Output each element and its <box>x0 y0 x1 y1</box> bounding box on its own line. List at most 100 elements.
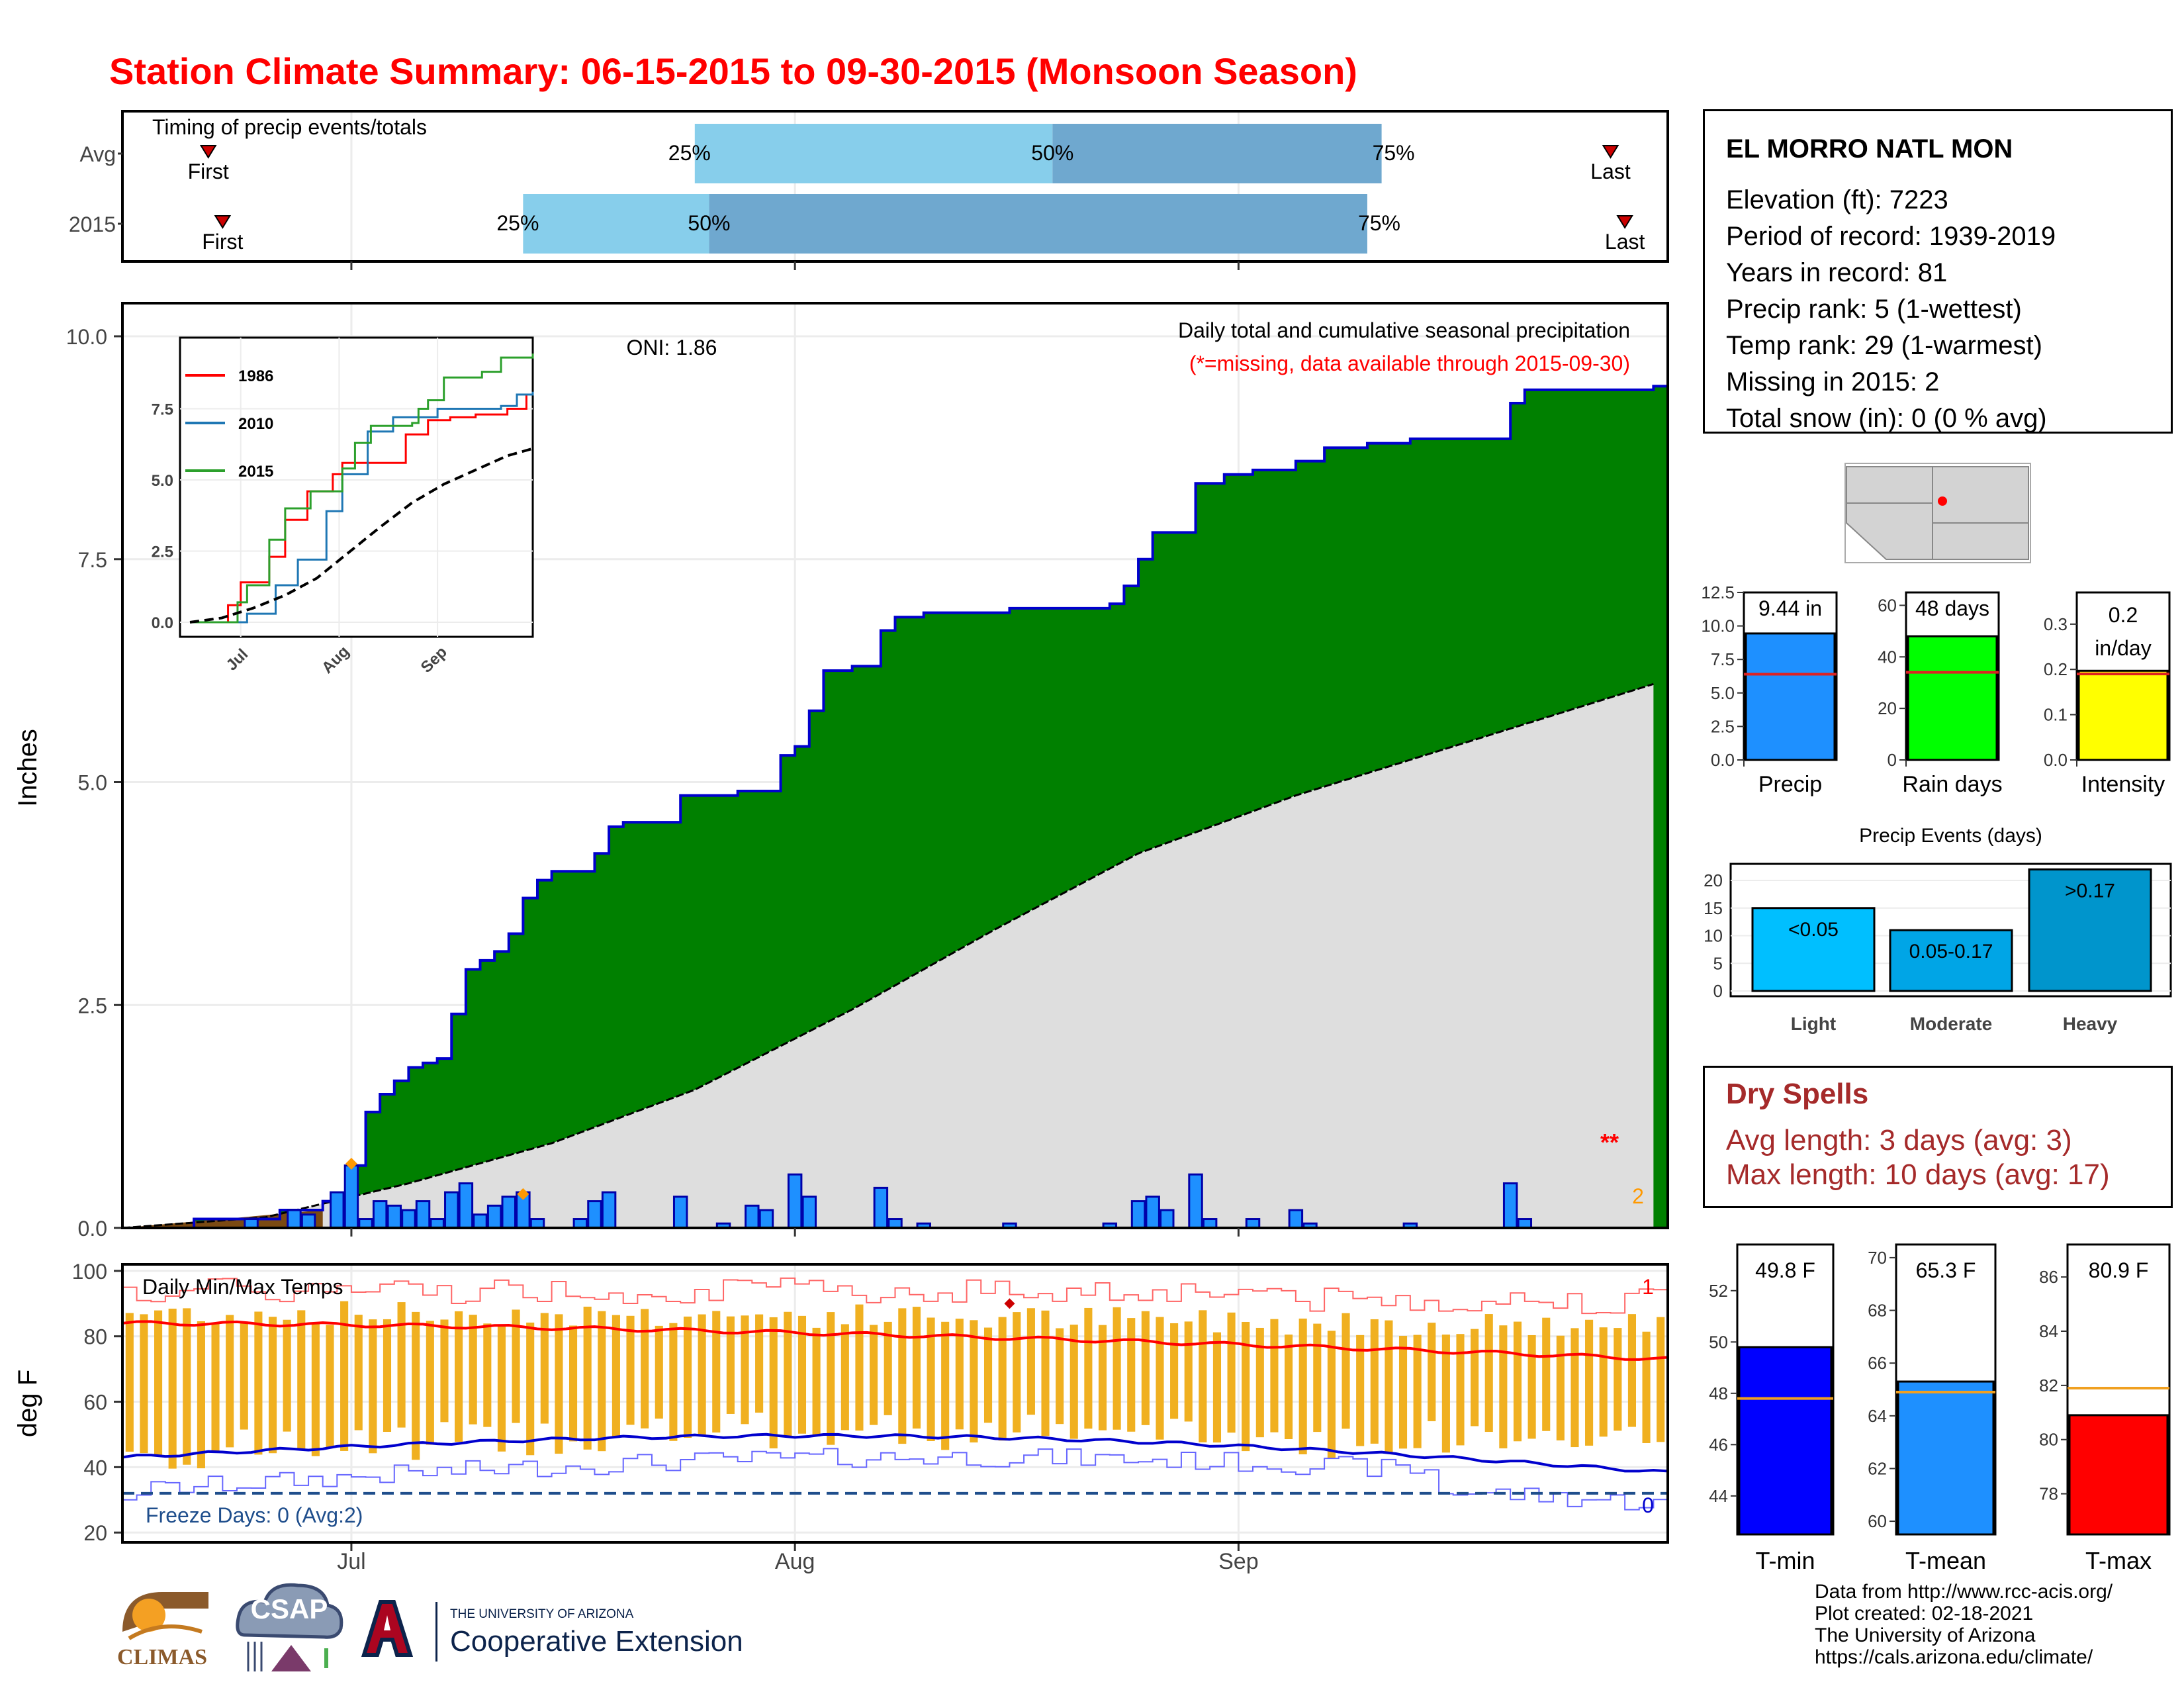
temp-range-bar <box>354 1315 363 1430</box>
temp-y-tick-label: 60 <box>83 1391 107 1415</box>
temp-summary-y-tick-label: 78 <box>2039 1484 2058 1504</box>
temp-range-bar <box>483 1323 492 1427</box>
temp-range-bar <box>1542 1317 1551 1431</box>
temp-summary-label: T-min <box>1756 1547 1815 1574</box>
summary-bar-value: 0.2 <box>2109 603 2138 627</box>
temp-frame <box>121 1263 1669 1544</box>
station-precip-rank: Precip rank: 5 (1-wettest) <box>1726 295 2022 324</box>
cumulative-avg-line <box>122 682 1654 1229</box>
temp-y-tick-label: 100 <box>72 1260 107 1284</box>
cumulative-avg-area <box>122 684 1654 1228</box>
summary-bar-label: Intensity <box>2081 772 2165 797</box>
temp-range-bar <box>1527 1335 1536 1439</box>
summary-bar-value: 48 days <box>1915 596 1989 620</box>
ua-big-text: Cooperative Extension <box>450 1625 743 1658</box>
temp-bars-panel: 44 46 48 50 52 49.8 F T-min 60 62 64 66 68 70 65.3 F T… <box>1709 1243 2171 1574</box>
timing-last-marker <box>1616 215 1633 229</box>
temp-range-bar <box>1013 1312 1021 1432</box>
oni-label: ONI: 1.86 <box>627 336 717 359</box>
temp-range-bar <box>1398 1335 1408 1449</box>
summary-bar-value: 9.44 in <box>1758 596 1822 620</box>
temp-range-bar <box>426 1321 434 1445</box>
temp-title: Daily Min/Max Temps <box>142 1275 343 1299</box>
summary-y-tick-label: 7.5 <box>1711 649 1735 669</box>
events-category-label: Light <box>1791 1013 1836 1034</box>
events-title: Precip Events (days) <box>1859 825 2042 847</box>
temp-range-bar <box>526 1322 535 1456</box>
record-low-line <box>122 1448 1668 1511</box>
timing-p25-label: 25% <box>496 211 539 235</box>
station-elevation: Elevation (ft): 7223 <box>1726 185 1948 214</box>
summary-bars-panel: 0.0 2.5 5.0 7.5 10.0 12.5 Precip 9.44 in 0 20 40 60… <box>1701 583 2171 797</box>
daily-precip-bar <box>358 1218 373 1229</box>
summary-y-tick-label: 0.0 <box>2044 750 2068 770</box>
temp-range-bar <box>970 1320 978 1443</box>
daily-precip-bar <box>1517 1218 1533 1229</box>
temp-range-bar <box>1441 1335 1450 1453</box>
ua-logo <box>361 1599 414 1662</box>
timing-row-label: Avg <box>79 142 116 166</box>
temp-range-bar <box>998 1317 1007 1441</box>
temp-range-bar <box>311 1322 320 1456</box>
temp-range-bar <box>555 1314 563 1454</box>
dry-spells-title: Dry Spells <box>1726 1078 1869 1110</box>
precip-subtitle: Daily total and cumulative seasonal prec… <box>1178 318 1630 342</box>
summary-y-tick-label: 0.3 <box>2044 614 2068 634</box>
station-location-marker <box>1938 496 1947 506</box>
temp-range-bar <box>855 1304 864 1431</box>
daily-precip-bar <box>501 1196 516 1229</box>
temp-range-bar <box>1556 1335 1565 1440</box>
timing-first-marker <box>214 215 232 229</box>
daily-precip-bar <box>529 1218 545 1229</box>
temp-range-bar <box>254 1311 263 1455</box>
temp-summary-y-tick-label: 62 <box>1868 1458 1887 1478</box>
temp-range-bar <box>397 1302 406 1428</box>
temp-range-bar <box>884 1321 892 1415</box>
temp-range-bar <box>1212 1332 1222 1443</box>
temp-x-tick-label: Jul <box>337 1549 365 1574</box>
summary-y-tick-label: 0.2 <box>2044 659 2068 679</box>
summary-bar-label: Precip <box>1758 772 1822 797</box>
temp-range-bar <box>870 1325 878 1425</box>
daily-precip-bar <box>244 1218 259 1229</box>
temp-range-bar <box>1585 1319 1594 1446</box>
temp-panel: 20 40 60 80 100 Jul Aug Sep Daily Min/Max Temps F… <box>13 1260 1669 1574</box>
climas-logo: CLIMAS <box>109 1579 215 1678</box>
dry-spells-max: Max length: 10 days (avg: 17) <box>1726 1158 2110 1191</box>
precip-y-tick-label: 0.0 <box>78 1217 107 1241</box>
temp-summary-bar <box>2068 1414 2169 1536</box>
temp-summary-y-tick-label: 46 <box>1709 1434 1728 1454</box>
temp-range-bar <box>168 1308 177 1469</box>
temp-range-bar <box>1356 1335 1365 1446</box>
temp-range-bar <box>1041 1310 1050 1436</box>
inset-frame <box>179 336 534 638</box>
cumulative-2015-line <box>122 385 1668 1229</box>
freeze-days-label: Freeze Days: 0 (Avg:2) <box>146 1503 363 1527</box>
timing-bar-light <box>694 124 1053 183</box>
ua-small-text: THE UNIVERSITY OF ARIZONA <box>450 1607 634 1621</box>
events-y-tick-label: 5 <box>1713 953 1723 973</box>
precip-y-axis-label: Inches <box>13 729 42 807</box>
temp-range-bar <box>1242 1321 1250 1452</box>
inset-y-tick-label: 7.5 <box>152 401 173 419</box>
temp-summary-bar <box>1738 1346 1833 1536</box>
temp-summary-y-tick-label: 50 <box>1709 1332 1728 1352</box>
temp-summary-value: 65.3 F <box>1916 1258 1976 1282</box>
station-years: Years in record: 81 <box>1726 258 1948 287</box>
temp-range-bar <box>512 1309 520 1423</box>
daily-precip-bar <box>873 1186 889 1229</box>
credit-url: https://cals.arizona.edu/climate/ <box>1815 1646 2093 1668</box>
temp-range-bar <box>669 1323 678 1441</box>
temp-range-bar <box>497 1326 506 1452</box>
temp-range-bar <box>226 1315 234 1448</box>
inset-y-tick-label: 5.0 <box>152 472 173 490</box>
events-y-tick-label: 0 <box>1713 981 1723 1001</box>
temp-range-bar <box>1141 1311 1150 1425</box>
temp-range-bar <box>140 1314 148 1454</box>
temp-range-bar <box>197 1321 205 1469</box>
daily-precip-bar <box>287 1209 302 1229</box>
events-category-label: Moderate <box>1910 1013 1992 1034</box>
temp-range-bar <box>1270 1319 1279 1432</box>
timing-bar-dark <box>709 194 1367 254</box>
temp-range-bar <box>1127 1318 1136 1432</box>
